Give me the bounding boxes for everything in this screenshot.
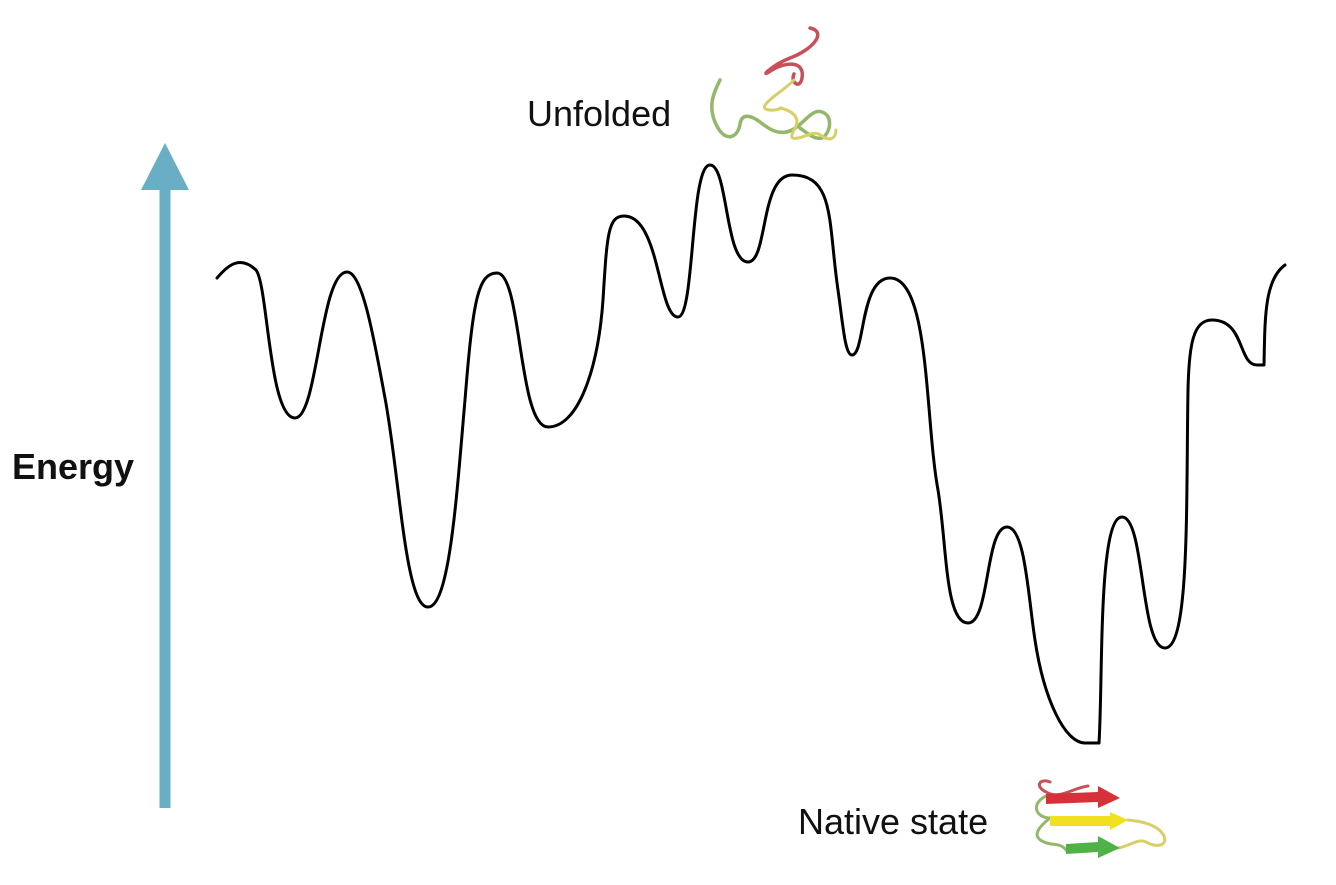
energy-landscape-curve	[215, 163, 1287, 745]
native-state-label: Native state	[798, 801, 989, 842]
unfolded-label: Unfolded	[527, 93, 672, 134]
unfolded-protein-coil-icon	[710, 26, 838, 141]
folded-beta-sheet-protein-icon	[1035, 779, 1167, 858]
energy-axis-arrow	[141, 143, 189, 808]
energy-axis-label: Energy	[12, 446, 135, 487]
